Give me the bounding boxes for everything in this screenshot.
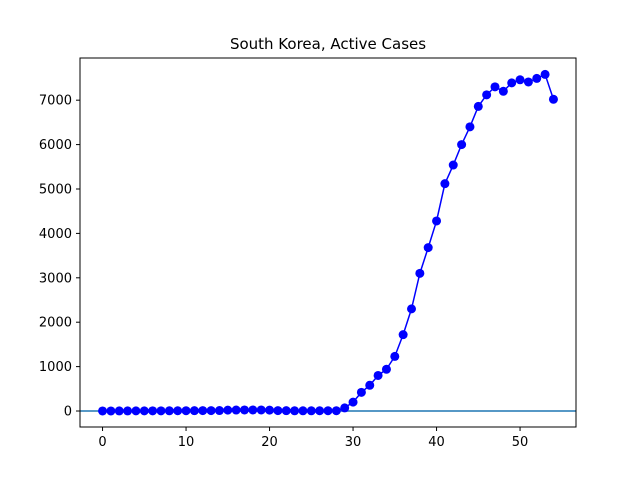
y-tick-label: 0 <box>64 405 72 420</box>
data-point <box>298 406 308 416</box>
data-point <box>123 406 133 416</box>
data-point <box>415 268 425 278</box>
data-point <box>465 122 475 132</box>
x-tick-label: 0 <box>98 435 106 450</box>
data-point <box>365 380 375 390</box>
data-point <box>223 405 233 415</box>
data-point <box>448 160 458 170</box>
data-point <box>490 82 500 92</box>
x-tick-label: 30 <box>345 435 362 450</box>
data-point <box>340 403 350 413</box>
data-point <box>98 406 108 416</box>
chart-title: South Korea, Active Cases <box>230 35 426 53</box>
data-point <box>256 405 266 415</box>
y-tick-label: 4000 <box>39 227 72 242</box>
data-point <box>106 406 116 416</box>
data-point <box>306 406 316 416</box>
data-point <box>164 406 174 416</box>
data-point <box>348 397 358 407</box>
data-point <box>189 406 199 416</box>
data-point <box>214 406 224 416</box>
data-point <box>273 406 283 416</box>
x-tick-label: 50 <box>512 435 529 450</box>
data-point <box>206 406 216 416</box>
y-tick-label: 6000 <box>39 138 72 153</box>
data-point <box>532 73 542 83</box>
data-point <box>331 406 341 416</box>
y-tick-label: 3000 <box>39 271 72 286</box>
y-tick-label: 2000 <box>39 316 72 331</box>
data-point <box>131 406 141 416</box>
data-point <box>148 406 158 416</box>
data-point <box>398 330 408 340</box>
data-point <box>482 90 492 100</box>
data-point <box>373 370 383 380</box>
x-tick-label: 20 <box>261 435 278 450</box>
data-point <box>114 406 124 416</box>
y-tick-label: 5000 <box>39 182 72 197</box>
data-point <box>540 69 550 79</box>
data-point <box>390 351 400 361</box>
data-point <box>498 86 508 96</box>
data-point <box>507 78 517 88</box>
data-point <box>139 406 149 416</box>
data-point <box>381 364 391 374</box>
data-point <box>407 304 416 314</box>
data-point <box>290 406 300 416</box>
data-point <box>281 406 291 416</box>
data-point <box>473 101 483 111</box>
data-point <box>265 405 275 415</box>
data-point <box>523 77 533 87</box>
data-point <box>440 179 450 189</box>
x-tick-label: 10 <box>178 435 195 450</box>
data-point <box>457 140 467 150</box>
data-point <box>423 243 433 253</box>
data-point <box>356 387 366 397</box>
data-point <box>173 406 183 416</box>
data-point <box>231 405 241 415</box>
x-tick-label: 40 <box>428 435 445 450</box>
data-point <box>156 406 166 416</box>
y-tick-label: 1000 <box>39 360 72 375</box>
data-point <box>198 406 208 416</box>
data-point <box>181 406 191 416</box>
data-point <box>548 94 558 104</box>
data-point <box>515 75 525 85</box>
data-point <box>315 406 325 416</box>
data-point <box>323 406 333 416</box>
data-point <box>432 216 442 226</box>
data-point <box>240 405 249 415</box>
y-tick-label: 7000 <box>39 94 72 109</box>
series-line-0 <box>102 73 555 412</box>
plot-frame <box>79 57 577 428</box>
data-point <box>248 405 258 415</box>
